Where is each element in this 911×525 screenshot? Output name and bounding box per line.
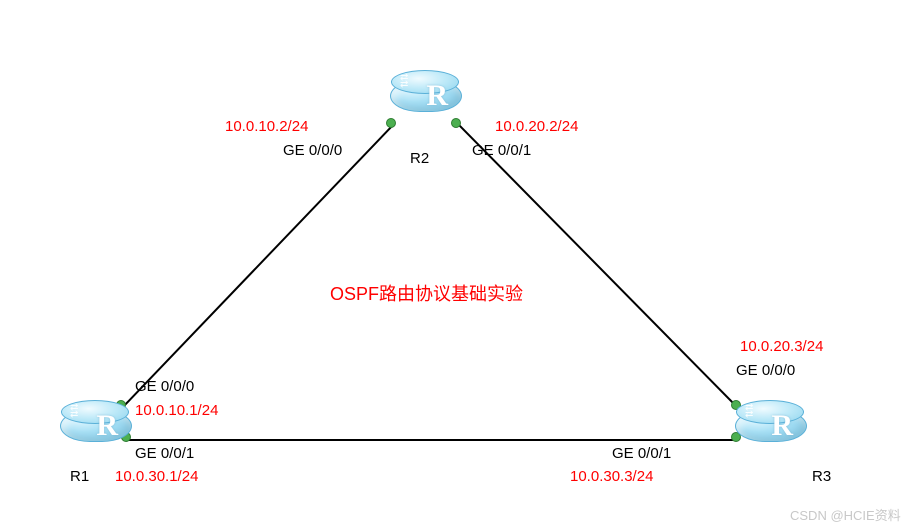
edge: [122, 124, 394, 408]
router-label-r1: R1: [70, 468, 89, 485]
interface-label: GE 0/0/0: [135, 378, 194, 395]
interface-label: GE 0/0/0: [283, 142, 342, 159]
interface-label: GE 0/0/0: [736, 362, 795, 379]
router-label-r3: R3: [812, 468, 831, 485]
router-r2: ⇄⇄ R: [390, 70, 460, 125]
ip-label: 10.0.20.3/24: [740, 338, 823, 355]
router-arrows-icon: ⇄⇄: [70, 404, 88, 418]
ip-label: 10.0.10.2/24: [225, 118, 308, 135]
router-letter: R: [771, 409, 793, 443]
interface-label: GE 0/0/1: [612, 445, 671, 462]
diagram-canvas: OSPF路由协议基础实验 CSDN @HCIE资料 ⇄⇄ R R1 ⇄⇄ R R2 ⇄⇄ R R…: [0, 0, 911, 525]
interface-label: GE 0/0/1: [135, 445, 194, 462]
edge: [458, 124, 738, 408]
ip-label: 10.0.20.2/24: [495, 118, 578, 135]
ip-label: 10.0.30.1/24: [115, 468, 198, 485]
router-letter: R: [96, 409, 118, 443]
watermark: CSDN @HCIE资料: [790, 505, 901, 524]
router-letter: R: [426, 79, 448, 113]
router-arrows-icon: ⇄⇄: [400, 74, 418, 88]
router-r3: ⇄⇄ R: [735, 400, 805, 455]
diagram-title: OSPF路由协议基础实验: [330, 280, 523, 306]
router-top: ⇄⇄R: [61, 400, 129, 424]
ip-label: 10.0.30.3/24: [570, 468, 653, 485]
interface-label: GE 0/0/1: [472, 142, 531, 159]
router-top: ⇄⇄R: [736, 400, 804, 424]
router-top: ⇄⇄R: [391, 70, 459, 94]
ip-label: 10.0.10.1/24: [135, 402, 218, 419]
router-arrows-icon: ⇄⇄: [745, 404, 763, 418]
router-r1: ⇄⇄ R: [60, 400, 130, 455]
router-label-r2: R2: [410, 150, 429, 167]
